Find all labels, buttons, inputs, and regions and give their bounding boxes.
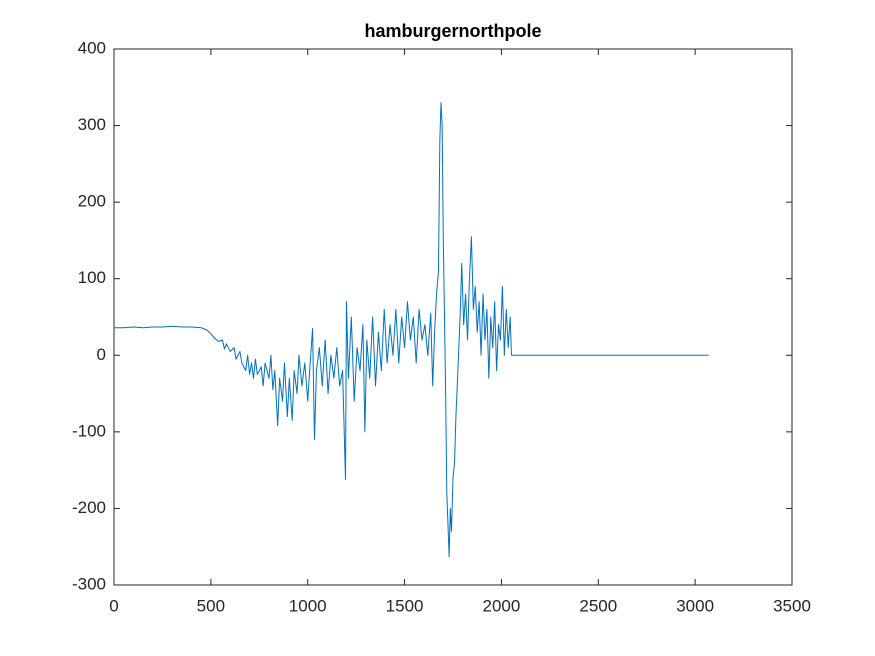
x-tick-label: 0 (109, 596, 118, 615)
y-tick-label: -100 (72, 421, 106, 440)
y-tick-label: 400 (78, 38, 106, 57)
x-tick-label: 500 (197, 596, 225, 615)
y-tick-label: -300 (72, 574, 106, 593)
x-tick-label: 3000 (676, 596, 714, 615)
x-tick-label: 1500 (386, 596, 424, 615)
chart-title: hamburgernorthpole (364, 21, 541, 41)
x-tick-label: 1000 (289, 596, 327, 615)
data-line (114, 102, 709, 558)
x-tick-label: 2500 (579, 596, 617, 615)
y-tick-label: 300 (78, 115, 106, 134)
y-tick-label: 100 (78, 268, 106, 287)
y-tick-label: 0 (97, 345, 106, 364)
x-tick-label: 3500 (773, 596, 811, 615)
y-tick-label: 200 (78, 192, 106, 211)
y-tick-label: -200 (72, 498, 106, 517)
plot-area (113, 48, 793, 586)
x-tick-label: 2000 (483, 596, 521, 615)
